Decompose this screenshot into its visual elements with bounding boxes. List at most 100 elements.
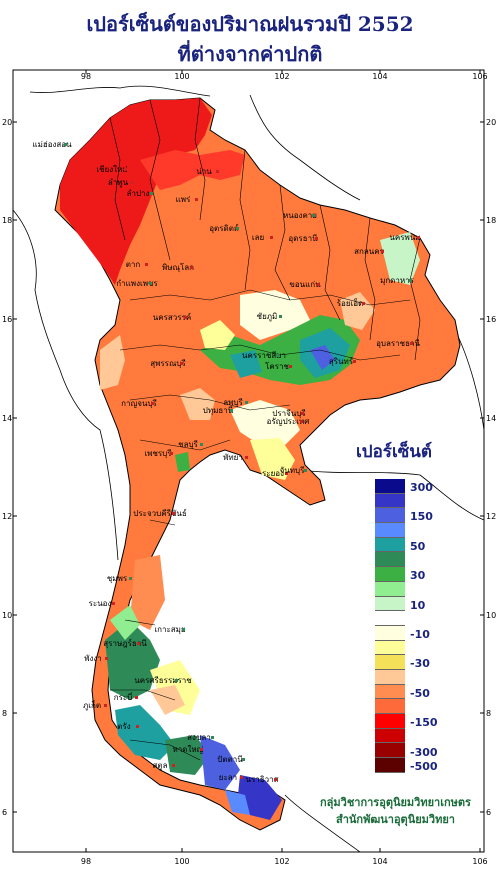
province-label: ประจวบคีรีขันธ์ xyxy=(133,508,187,518)
station-marker xyxy=(129,577,132,580)
legend-label: -50 xyxy=(410,686,430,700)
province-label: จันทบุรี xyxy=(280,466,306,475)
station-marker xyxy=(195,198,198,201)
province-label: สกลนคร xyxy=(354,247,384,256)
station-marker xyxy=(301,412,304,415)
station-marker xyxy=(245,401,248,404)
province-label: แพร่ xyxy=(176,195,191,204)
province-label: ชัยภูมิ xyxy=(257,312,278,322)
legend-label: -30 xyxy=(410,657,430,671)
station-marker xyxy=(409,279,412,282)
province-label: ตรัง xyxy=(117,722,130,731)
station-marker xyxy=(211,736,214,739)
station-marker xyxy=(136,725,139,728)
station-marker xyxy=(289,365,292,368)
legend-swatch xyxy=(375,581,405,597)
y-tick-label-right: 8 xyxy=(486,709,491,718)
credit-line-1: กลุ่มวิชาการอุตุนิยมวิทยาเกษตร xyxy=(320,796,471,809)
province-label: ชลบุรี xyxy=(178,440,198,449)
y-tick-label-left: 6 xyxy=(2,808,7,817)
y-axis-ticks-right: 20 18 16 14 12 10 8 6 xyxy=(480,118,496,817)
station-marker xyxy=(184,316,187,319)
province-label: กำแพงเพชร xyxy=(116,279,158,288)
station-marker xyxy=(279,315,282,318)
station-marker xyxy=(180,362,183,365)
province-label: ชุมพร xyxy=(107,574,128,583)
map-subtitle: ที่ต่างจากค่าปกติ xyxy=(177,42,323,66)
station-marker xyxy=(274,778,277,781)
y-tick-label-left: 12 xyxy=(2,512,12,521)
province-label: ตาก xyxy=(126,260,141,269)
province-label: เกาะสมุย xyxy=(154,625,185,634)
y-tick-label-left: 8 xyxy=(2,709,7,718)
x-axis-ticks-top: 98 100 102 104 106 xyxy=(81,70,488,81)
x-tick-label-bottom: 100 xyxy=(174,857,189,866)
province-label: สตูล xyxy=(153,761,168,771)
province-label: เลย xyxy=(252,233,264,242)
province-label: สุพรรณบุรี xyxy=(150,359,186,368)
thailand-region xyxy=(54,97,461,831)
legend-label: -300 xyxy=(410,745,438,759)
province-label: ระนอง xyxy=(89,599,112,608)
legend-swatch xyxy=(375,714,405,729)
province-label: ปราจีนบุรี xyxy=(272,409,306,418)
province-label: สุราษฎร์ธานี xyxy=(103,638,147,648)
station-marker xyxy=(175,679,178,682)
province-label: พิษณุโลก xyxy=(162,262,194,272)
province-label: นราธิวาส xyxy=(245,775,278,784)
province-label: กระบี่ xyxy=(114,691,133,702)
credit-line-2: สำนักพัฒนาอุตุนิยมวิทยา xyxy=(336,813,455,826)
legend-swatch xyxy=(375,743,405,759)
legend-label: 30 xyxy=(410,569,426,583)
legend-swatch xyxy=(375,537,405,553)
station-marker xyxy=(190,266,193,269)
province-label: พัทยา xyxy=(223,453,243,462)
y-tick-label-right: 20 xyxy=(486,118,496,127)
province-label: อรัญประเทศ xyxy=(267,417,310,426)
y-tick-label-right: 6 xyxy=(486,808,491,817)
station-marker xyxy=(312,214,315,217)
legend-label: 300 xyxy=(410,481,433,494)
station-marker xyxy=(245,456,248,459)
legend-swatch xyxy=(375,758,405,773)
y-tick-label-left: 16 xyxy=(2,315,12,324)
station-marker xyxy=(137,642,140,645)
x-tick-label-bottom: 106 xyxy=(472,857,487,866)
station-marker xyxy=(112,602,115,605)
province-label: ยะลา xyxy=(219,773,237,782)
y-tick-label-right: 12 xyxy=(486,512,496,521)
x-tick-label-top: 102 xyxy=(274,72,289,81)
y-tick-label-right: 14 xyxy=(486,414,496,423)
province-label: น่าน xyxy=(196,167,212,176)
x-tick-label-top: 100 xyxy=(174,72,189,81)
station-marker xyxy=(417,236,420,239)
station-marker xyxy=(242,758,245,761)
legend-swatch xyxy=(375,596,405,612)
y-tick-label-left: 18 xyxy=(2,216,12,225)
province-label: ลพบุรี xyxy=(223,398,243,407)
province-label: แม่ฮ่องสอน xyxy=(32,140,72,149)
station-marker xyxy=(182,628,185,631)
province-label: ระยอง xyxy=(262,469,284,478)
province-label: หนองคาย xyxy=(283,211,317,220)
province-label: อุบลราชธานี xyxy=(376,339,420,348)
legend-swatch xyxy=(375,611,405,626)
legend-swatch xyxy=(375,684,405,700)
legend-label: -500 xyxy=(410,760,438,774)
station-marker xyxy=(285,472,288,475)
y-tick-label-left: 20 xyxy=(2,118,12,127)
legend-swatch xyxy=(375,728,405,744)
province-label: อุตรดิตถ์ xyxy=(209,223,239,233)
province-label: พังงา xyxy=(84,654,102,663)
legend-swatch xyxy=(375,552,405,568)
legend-swatch xyxy=(375,655,405,670)
station-marker xyxy=(315,237,318,240)
legend-swatch xyxy=(375,493,405,509)
station-marker xyxy=(200,748,203,751)
x-tick-label-top: 98 xyxy=(81,72,91,81)
station-marker xyxy=(172,512,175,515)
station-marker xyxy=(200,443,203,446)
province-label: สงขลา xyxy=(187,733,211,742)
station-marker xyxy=(236,227,239,230)
